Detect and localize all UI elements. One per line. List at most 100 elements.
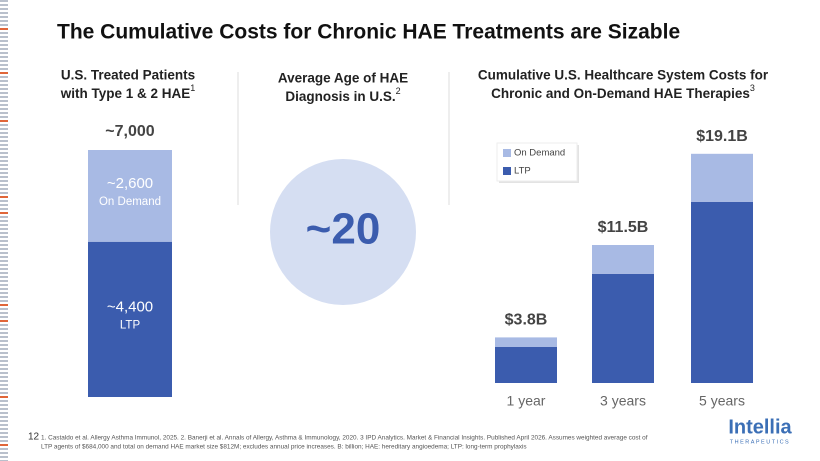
segment-value: ~4,400 (107, 298, 153, 315)
stripe (0, 56, 8, 58)
stripe (0, 228, 8, 230)
stripe (0, 256, 8, 258)
big-value: ~20 (306, 205, 381, 254)
stripe (0, 236, 8, 238)
stripe (0, 188, 8, 190)
panel-heading: Diagnosis in U.S.2 (285, 86, 400, 103)
stripe (0, 8, 8, 10)
stripe (0, 104, 8, 106)
stripe (0, 88, 8, 90)
x-tick-label: 1 year (507, 393, 546, 409)
total-label: ~7,000 (105, 123, 154, 140)
total-label: $11.5B (598, 219, 649, 236)
stripe (0, 80, 8, 82)
stripe (0, 160, 8, 162)
bar-segment (691, 153, 753, 202)
bar-segment (495, 347, 557, 383)
stripe (0, 12, 8, 14)
legend-swatch (503, 149, 511, 157)
stripe (0, 448, 8, 450)
stripe (0, 96, 8, 98)
stripe (0, 332, 8, 334)
stripe (0, 16, 8, 18)
x-tick-label: 3 years (600, 393, 646, 409)
stripe (0, 220, 8, 222)
stripe (0, 420, 8, 422)
bar-segment (592, 273, 654, 383)
stripe (0, 368, 8, 370)
stripe (0, 264, 8, 266)
stripe (0, 20, 8, 22)
circle (270, 159, 416, 305)
stripe (0, 416, 8, 418)
stripe (0, 36, 8, 38)
stripe (0, 440, 8, 442)
stripe (0, 340, 8, 342)
stripe (0, 384, 8, 386)
stripe (0, 348, 8, 350)
stripe (0, 296, 8, 298)
stripe (0, 352, 8, 354)
stripe (0, 120, 8, 122)
stripe (0, 312, 8, 314)
stripe (0, 4, 8, 6)
stripe (0, 308, 8, 310)
stripe (0, 244, 8, 246)
stripe (0, 240, 8, 242)
stripe (0, 60, 8, 62)
stripe (0, 360, 8, 362)
stripe (0, 0, 8, 2)
stripe (0, 40, 8, 42)
legend-label: LTP (514, 166, 531, 177)
stripe (0, 132, 8, 134)
heading-text: Diagnosis in U.S. (285, 89, 395, 104)
footnote: LTP agents of $684,000 and total on dema… (41, 444, 527, 451)
stripe (0, 212, 8, 214)
bar-segment (495, 337, 557, 347)
stripe (0, 260, 8, 262)
panel-heading: Chronic and On-Demand HAE Therapies3 (491, 83, 755, 100)
stripe (0, 196, 8, 198)
slide-title: The Cumulative Costs for Chronic HAE Tre… (57, 21, 680, 44)
stripe (0, 404, 8, 406)
stripe (0, 456, 8, 458)
stripe (0, 428, 8, 430)
stripe (0, 408, 8, 410)
stripe (0, 92, 8, 94)
total-label: $3.8B (505, 312, 548, 329)
stripe (0, 140, 8, 142)
stripe (0, 316, 8, 318)
page-number: 12 (28, 432, 40, 443)
bar-segment (691, 201, 753, 383)
stripe (0, 252, 8, 254)
stripe (0, 116, 8, 118)
stripe (0, 48, 8, 50)
stripe (0, 412, 8, 414)
panel-heading: Cumulative U.S. Healthcare System Costs … (478, 68, 769, 83)
stripe (0, 376, 8, 378)
stripe (0, 28, 8, 30)
stripe (0, 64, 8, 66)
stripe (0, 208, 8, 210)
stripe (0, 108, 8, 110)
stripe (0, 180, 8, 182)
stripe (0, 328, 8, 330)
stripe (0, 24, 8, 26)
stripe (0, 32, 8, 34)
segment-value: ~2,600 (107, 175, 153, 192)
stripe (0, 276, 8, 278)
stripe (0, 72, 8, 74)
bar-segment (88, 150, 172, 242)
heading-text: with Type 1 & 2 HAE (60, 86, 191, 101)
stripe (0, 432, 8, 434)
stripe (0, 164, 8, 166)
segment-name: LTP (120, 319, 141, 331)
stripe (0, 224, 8, 226)
superscript: 2 (396, 86, 401, 96)
stripe (0, 184, 8, 186)
stripe (0, 380, 8, 382)
stripe (0, 284, 8, 286)
stripe (0, 344, 8, 346)
stripe (0, 304, 8, 306)
stripe (0, 300, 8, 302)
